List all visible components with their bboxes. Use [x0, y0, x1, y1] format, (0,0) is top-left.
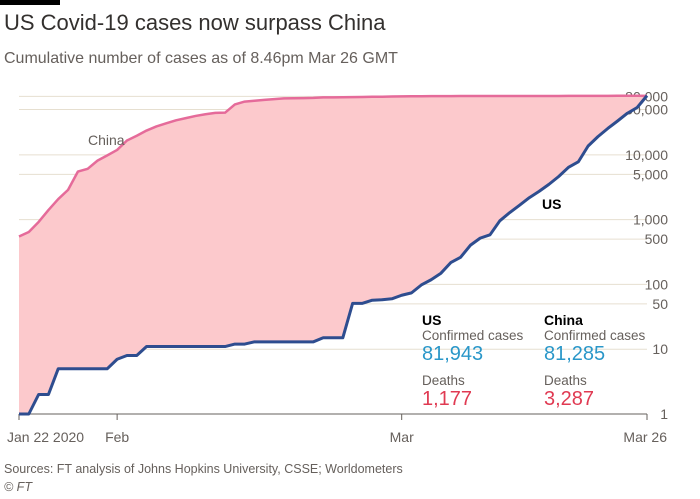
china-cases-label: Confirmed cases — [544, 328, 646, 343]
gap-area — [19, 95, 647, 414]
china-series-label: China — [88, 132, 125, 148]
x-tick-label: Mar 26 — [623, 429, 667, 445]
x-tick-label: Jan 22 2020 — [7, 429, 84, 445]
us-cases-value: 81,943 — [422, 343, 484, 365]
us-cases-label: Confirmed cases — [422, 328, 524, 343]
chart-title: US Covid-19 cases now surpass China — [4, 10, 386, 35]
y-tick-label: 100 — [645, 276, 669, 292]
y-tick-label: 500 — [645, 231, 669, 247]
y-tick-label: 5,000 — [633, 166, 668, 182]
china-deaths-label: Deaths — [544, 373, 587, 388]
us-line — [19, 94, 649, 416]
y-tick-label: 1,000 — [633, 212, 668, 228]
y-tick-label: 50 — [652, 296, 668, 312]
china-stats-header: China — [544, 312, 583, 328]
y-tick-label: 10 — [652, 341, 668, 357]
ft-header-bar — [0, 0, 60, 5]
chart-subtitle: Cumulative number of cases as of 8.46pm … — [4, 50, 398, 67]
us-stats: US Confirmed cases 81,943 Deaths 1,177 — [422, 312, 523, 410]
y-tick-label: 1 — [660, 406, 668, 422]
x-tick-label: Feb — [105, 429, 129, 445]
china-deaths-value: 3,287 — [544, 388, 595, 410]
china-cases-value: 81,285 — [544, 343, 606, 365]
ft-credit: © FT — [4, 480, 32, 494]
y-tick-label: 10,000 — [625, 147, 668, 163]
us-deaths-label: Deaths — [422, 373, 465, 388]
us-series-label: US — [542, 196, 561, 212]
x-tick-label: Mar — [390, 429, 414, 445]
source-note: Sources: FT analysis of Johns Hopkins Un… — [4, 462, 403, 476]
china-stats: China Confirmed cases 81,285 Deaths 3,28… — [544, 312, 645, 410]
us-deaths-value: 1,177 — [422, 388, 473, 410]
us-stats-header: US — [422, 312, 442, 328]
china-line — [18, 94, 648, 238]
